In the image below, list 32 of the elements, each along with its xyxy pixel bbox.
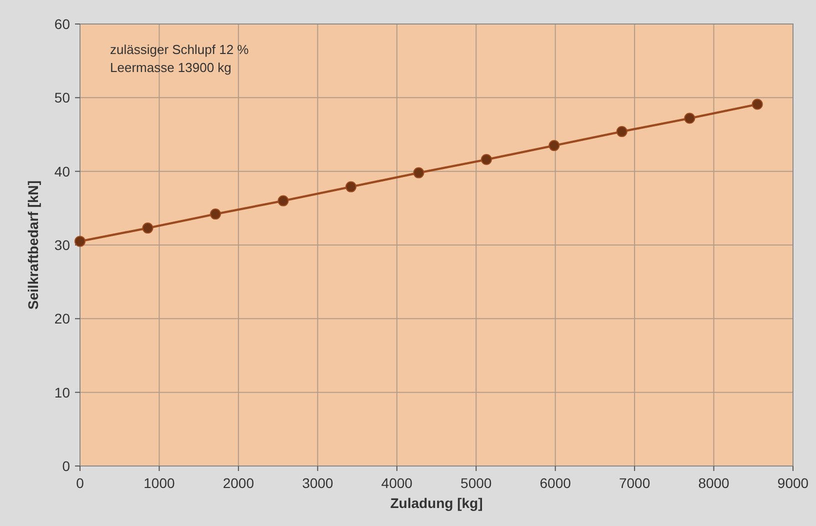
point [684,112,696,124]
x-tick-label: 1000 [144,475,176,491]
x-tick-label: 6000 [540,475,572,491]
point [616,126,628,138]
y-tick-label: 10 [54,384,70,400]
point [74,236,86,247]
annotation: Leermasse 13900 kg [110,60,232,75]
point [480,154,492,166]
point [345,181,356,192]
point [752,98,763,110]
x-tick-label: 5000 [460,475,492,491]
annotation: zulässiger Schlupf 12 % [110,42,250,57]
x-tick-label: 9000 [777,475,809,491]
x-tick-label: 7000 [618,475,650,491]
point [210,208,221,220]
y-tick-label: 50 [54,90,70,106]
y-tick-label: 60 [54,16,70,32]
point [548,140,560,152]
point [278,195,289,206]
point [142,222,154,234]
x-tick-label: 8000 [698,475,730,491]
y-tick-label: 0 [62,458,70,474]
point [413,167,424,178]
y-tick-label: 20 [54,310,70,327]
y-tick-label: 30 [54,237,70,253]
x-axis-title: Zuladung [kg] [390,495,483,511]
x-tick-label: 0 [76,475,84,491]
x-tick-label: 2000 [222,475,254,491]
y-tick-label: 40 [54,163,70,180]
x-tick-label: 3000 [302,475,334,491]
x-tick-label: 4000 [381,475,413,491]
y-axis-title: Seilkraftbedarf [kN] [25,180,41,310]
